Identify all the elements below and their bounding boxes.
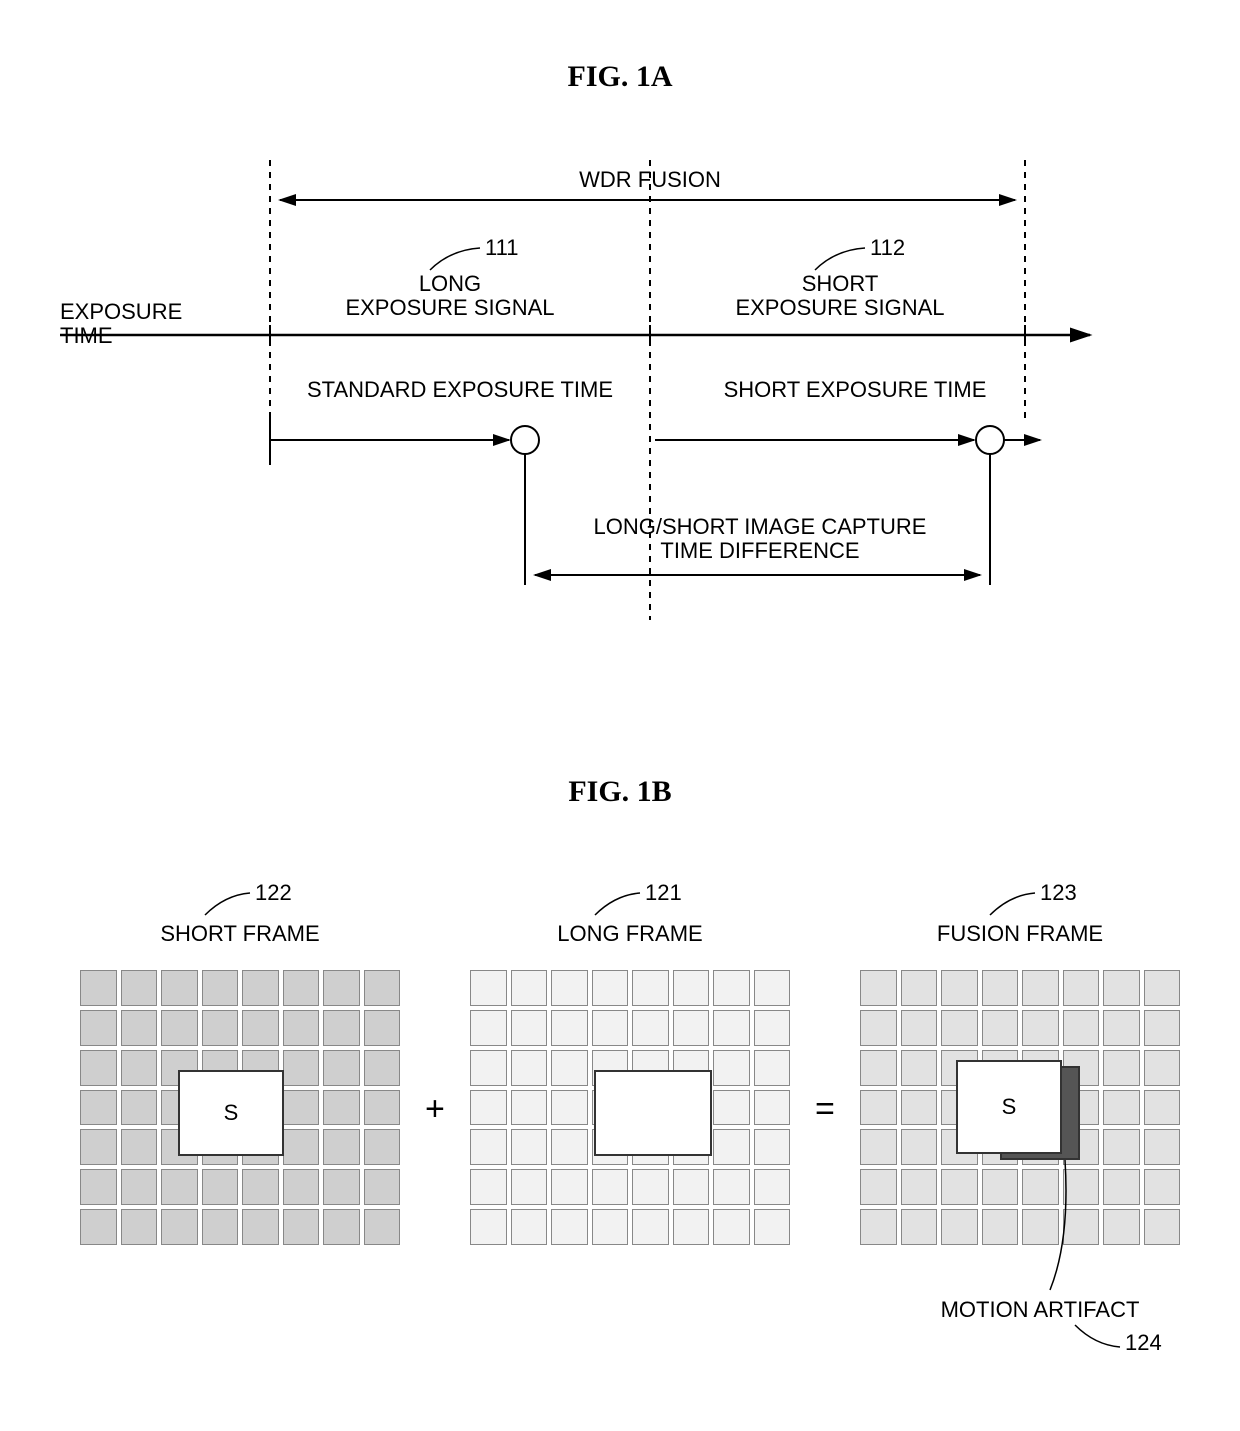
fusion-frame-s: S — [1002, 1094, 1017, 1120]
equals-op: = — [815, 1090, 835, 1129]
short-exp-time-label: SHORT EXPOSURE TIME — [700, 378, 1010, 402]
short-exposure-label: SHORTEXPOSURE SIGNAL — [690, 272, 990, 320]
capture-diff-label: LONG/SHORT IMAGE CAPTURETIME DIFFERENCE — [500, 515, 1020, 563]
long-frame-label: LONG FRAME — [470, 922, 790, 946]
page: FIG. 1A — [0, 0, 1240, 1431]
exposure-time-text: EXPOSURETIME — [60, 299, 182, 348]
ref-111: 111 — [485, 235, 518, 261]
fig-1b-title: FIG. 1B — [0, 775, 1240, 809]
std-exp-time-label: STANDARD EXPOSURE TIME — [280, 378, 640, 402]
exposure-time-label: EXPOSURETIME — [60, 300, 220, 348]
motion-artifact-label: MOTION ARTIFACT — [900, 1298, 1180, 1322]
plus-op: + — [425, 1090, 445, 1129]
fusion-frame-object: S — [956, 1060, 1062, 1154]
short-frame-object: S — [178, 1070, 284, 1156]
ref-124: 124 — [1125, 1330, 1162, 1356]
wdr-fusion-label: WDR FUSION — [500, 168, 800, 192]
fusion-frame-label: FUSION FRAME — [860, 922, 1180, 946]
short-frame-label: SHORT FRAME — [80, 922, 400, 946]
ref-121: 121 — [645, 880, 682, 906]
long-exposure-label: LONGEXPOSURE SIGNAL — [300, 272, 600, 320]
ref-112: 112 — [870, 235, 905, 261]
ref-123: 123 — [1040, 880, 1077, 906]
ref-122: 122 — [255, 880, 292, 906]
long-frame-object — [594, 1070, 712, 1156]
short-frame-s: S — [224, 1100, 239, 1126]
